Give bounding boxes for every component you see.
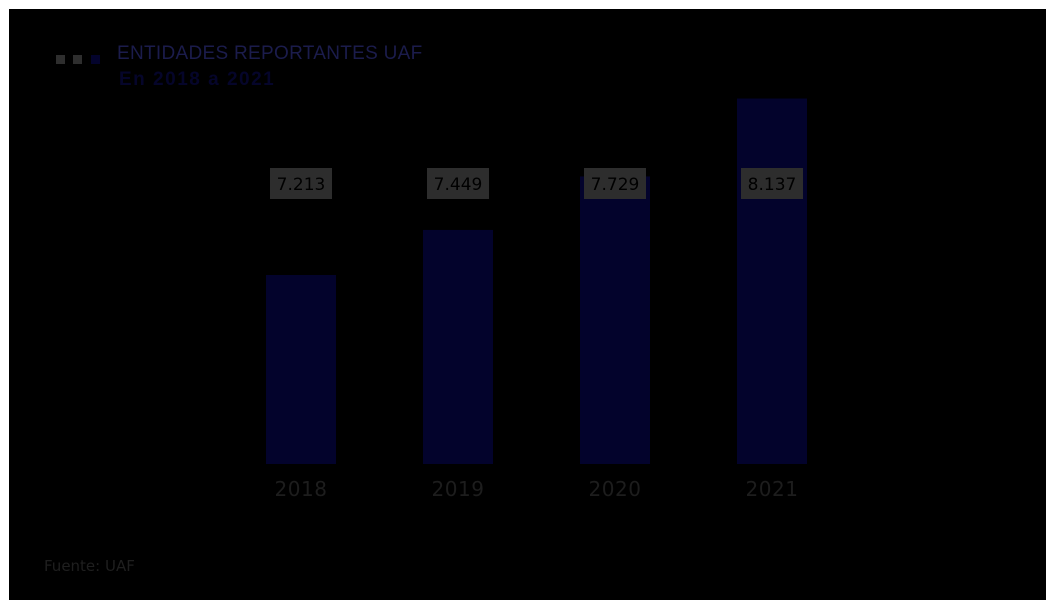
- value-label-2020: 7.729: [591, 175, 640, 195]
- x-tick-label-2021: 2021: [746, 477, 799, 501]
- x-tick-label-2018: 2018: [275, 477, 328, 501]
- source-note: Fuente: UAF: [44, 557, 135, 575]
- value-label-box-2018: [270, 168, 332, 199]
- bar-2020: [580, 176, 650, 464]
- bar-2021: [737, 98, 807, 465]
- x-tick-label-2020: 2020: [589, 477, 642, 501]
- chart-panel: ENTIDADES REPORTANTES UAF En 2018 a 2021…: [9, 9, 1046, 600]
- chart-title: ENTIDADES REPORTANTES UAF: [117, 43, 423, 64]
- legend-square-1: [56, 55, 65, 64]
- value-label-2019: 7.449: [434, 175, 483, 195]
- bar-2018: [266, 275, 336, 464]
- bar-chart: 7.213 2018 7.449 2019 7.729 2020 8.137 2021: [266, 98, 807, 501]
- legend-square-2: [73, 55, 82, 64]
- value-label-box-2019: [427, 168, 489, 199]
- bar-2019: [423, 229, 493, 464]
- value-label-box-2020: [584, 168, 646, 199]
- chart-subtitle: En 2018 a 2021: [119, 69, 276, 90]
- x-tick-label-2019: 2019: [432, 477, 485, 501]
- value-label-2021: 8.137: [748, 175, 797, 195]
- legend-square-3: [91, 55, 100, 64]
- value-label-2018: 7.213: [277, 175, 326, 195]
- value-label-box-2021: [741, 168, 803, 199]
